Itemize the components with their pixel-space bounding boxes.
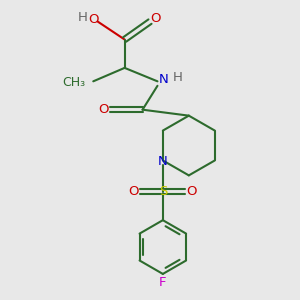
Text: N: N — [158, 154, 167, 167]
Text: O: O — [187, 185, 197, 198]
Text: F: F — [159, 276, 166, 289]
Text: O: O — [150, 12, 160, 25]
Text: O: O — [98, 103, 109, 116]
Text: H: H — [172, 71, 182, 84]
Text: N: N — [159, 73, 169, 86]
Text: CH₃: CH₃ — [62, 76, 85, 89]
Text: S: S — [159, 185, 167, 198]
Text: O: O — [129, 185, 139, 198]
Text: H: H — [77, 11, 87, 24]
Text: O: O — [88, 13, 98, 26]
